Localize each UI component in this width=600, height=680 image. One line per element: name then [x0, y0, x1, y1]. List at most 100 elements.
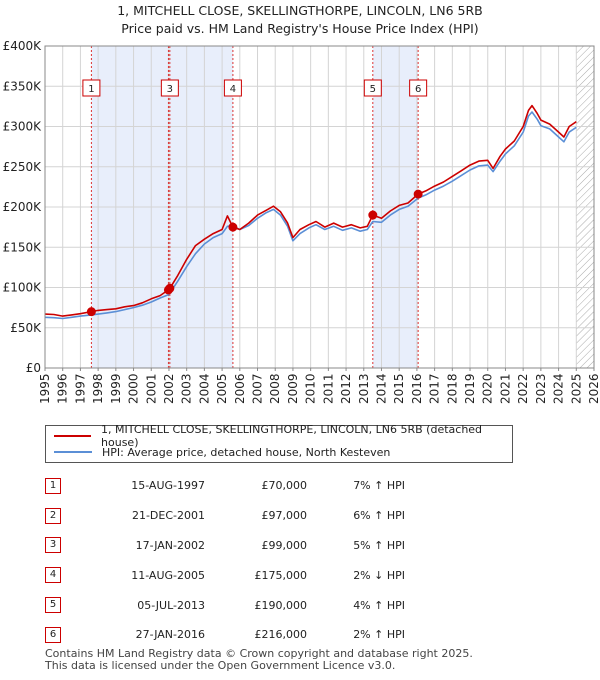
x-tick-label: 2013 [357, 373, 371, 404]
x-tick-label: 2002 [162, 373, 176, 404]
sale-hpi-diff: 2% ↑ HPI [353, 628, 405, 642]
y-tick-label: £300K [3, 120, 43, 134]
x-tick-label: 2001 [144, 373, 158, 404]
legend: 1, MITCHELL CLOSE, SKELLINGTHORPE, LINCO… [45, 423, 513, 463]
y-tick-label: £100K [3, 281, 43, 295]
x-tick-label: 2007 [251, 373, 265, 404]
sale-hpi-diff: 4% ↑ HPI [353, 598, 405, 612]
sale-number-badge: 1 [45, 477, 61, 494]
sale-hpi-diff: 2% ↓ HPI [353, 568, 405, 582]
chart-subtitle: Price paid vs. HM Land Registry's House … [121, 21, 479, 36]
x-tick-label: 2015 [392, 373, 406, 404]
x-tick-label: 1998 [91, 373, 105, 404]
legend-item-property: 1, MITCHELL CLOSE, SKELLINGTHORPE, LINCO… [54, 423, 512, 449]
x-tick-label: 2014 [374, 373, 388, 404]
sale-date: 27-JAN-2016 [135, 628, 205, 642]
sale-price: £216,000 [254, 628, 308, 642]
marker-box [82, 79, 101, 97]
plot-frame [44, 45, 595, 369]
sale-hpi-diff: 5% ↑ HPI [353, 538, 405, 552]
sale-number-badge: 3 [45, 537, 61, 554]
sale-hpi-diff: 7% ↑ HPI [353, 479, 405, 493]
legend-swatch-hpi [54, 451, 92, 453]
sale-hpi-diff: 6% ↑ HPI [353, 509, 405, 523]
y-tick-label: £0 [26, 361, 41, 375]
hpi-line [44, 111, 577, 320]
y-tick-label: £200K [3, 200, 43, 214]
x-tick-label: 2005 [215, 373, 229, 404]
x-tick-label: 2010 [304, 373, 318, 404]
marker-box [160, 79, 179, 97]
y-tick-label: £150K [3, 240, 43, 254]
sale-point [86, 307, 96, 317]
sale-number-badge: 2 [45, 507, 61, 524]
legend-swatch-property [54, 435, 92, 437]
table-row: 4 11-AUG-2005 £175,000 2% ↓ HPI [45, 560, 405, 590]
sale-price: £97,000 [261, 509, 308, 523]
x-tick-label: 2008 [268, 373, 282, 404]
sale-number-badge: 4 [45, 567, 61, 584]
marker-label: 3 [167, 84, 173, 95]
legend-item-hpi: HPI: Average price, detached house, Nort… [54, 444, 390, 460]
sale-price: £190,000 [254, 598, 308, 612]
marker-box [409, 79, 428, 97]
x-tick-label: 1997 [73, 373, 87, 404]
x-tick-label: 2000 [127, 373, 141, 404]
table-row: 1 15-AUG-1997 £70,000 7% ↑ HPI [45, 471, 405, 501]
marker-label: 5 [370, 84, 376, 95]
y-tick-label: £250K [3, 160, 43, 174]
x-tick-label: 2004 [197, 373, 211, 404]
y-tick-label: £350K [3, 79, 43, 93]
property-price-line [44, 104, 577, 317]
footer-copyright: Contains HM Land Registry data © Crown c… [45, 647, 473, 660]
legend-label-hpi: HPI: Average price, detached house, Nort… [102, 445, 391, 459]
x-tick-label: 2017 [428, 373, 442, 404]
x-tick-label: 2026 [587, 373, 600, 404]
price-chart: 1 3 4 5 6 £0 £50K £100K £150K £200K £250K £300K £35… [3, 39, 600, 404]
x-tick-label: 2012 [339, 373, 353, 404]
x-tick-label: 2003 [180, 373, 194, 404]
x-tick-label: 2011 [321, 373, 335, 404]
x-tick-label: 2020 [481, 373, 495, 404]
sale-date: 17-JAN-2002 [135, 538, 205, 552]
x-tick-label: 2006 [233, 373, 247, 404]
sale-point [165, 283, 175, 293]
sale-number-badge: 5 [45, 597, 61, 614]
footer: Contains HM Land Registry data © Crown c… [45, 648, 473, 672]
sale-point [413, 189, 423, 199]
sale-price: £70,000 [261, 479, 308, 493]
sales-table: 1 15-AUG-1997 £70,000 7% ↑ HPI 2 21-DEC-… [45, 471, 405, 650]
x-tick-label: 2025 [569, 373, 583, 404]
marker-label: 1 [88, 84, 94, 95]
y-tick-label: £50K [10, 321, 42, 335]
x-tick-label: 2018 [445, 373, 459, 404]
sale-number-badge: 6 [45, 626, 61, 643]
sale-point [228, 222, 238, 232]
x-tick-label: 2019 [463, 373, 477, 404]
x-tick-label: 2023 [534, 373, 548, 404]
legend-label-property: 1, MITCHELL CLOSE, SKELLINGTHORPE, LINCO… [101, 423, 483, 449]
table-row: 3 17-JAN-2002 £99,000 5% ↑ HPI [45, 531, 405, 561]
table-row: 2 21-DEC-2001 £97,000 6% ↑ HPI [45, 501, 405, 531]
table-row: 5 05-JUL-2013 £190,000 4% ↑ HPI [45, 590, 405, 620]
sale-date: 05-JUL-2013 [137, 598, 205, 612]
footer-licence: This data is licensed under the Open Gov… [45, 659, 396, 672]
x-tick-label: 2016 [410, 373, 424, 404]
marker-label: 4 [230, 84, 236, 95]
marker-label: 6 [415, 84, 421, 95]
chart-title: 1, MITCHELL CLOSE, SKELLINGTHORPE, LINCO… [117, 3, 483, 18]
x-tick-label: 2024 [552, 373, 566, 404]
y-tick-label: £400K [3, 39, 43, 53]
x-tick-label: 2022 [516, 373, 530, 404]
x-tick-label: 1996 [56, 373, 70, 404]
sale-price: £99,000 [261, 538, 308, 552]
x-tick-label: 1995 [38, 373, 52, 404]
marker-box [223, 79, 242, 97]
x-tick-label: 2021 [498, 373, 512, 404]
table-row: 6 27-JAN-2016 £216,000 2% ↑ HPI [45, 620, 405, 650]
chart-title-block: 1, MITCHELL CLOSE, SKELLINGTHORPE, LINCO… [0, 2, 600, 38]
x-tick-label: 2009 [286, 373, 300, 404]
sale-point [368, 210, 378, 220]
sale-price: £175,000 [254, 568, 308, 582]
sale-date: 11-AUG-2005 [131, 568, 205, 582]
